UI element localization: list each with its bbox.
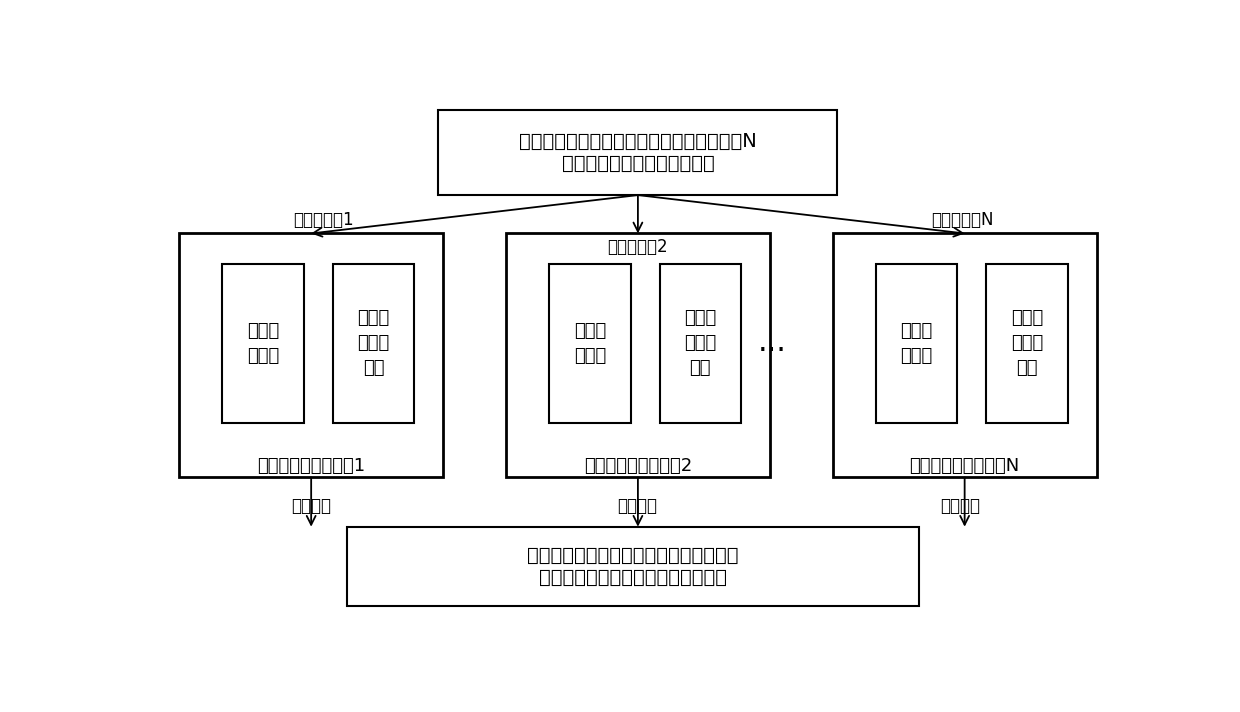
Bar <box>347 527 919 607</box>
Text: 运动控
制模块: 运动控 制模块 <box>574 322 606 365</box>
Bar <box>332 263 414 423</box>
Bar <box>660 263 742 423</box>
Text: ···: ··· <box>758 337 787 366</box>
Bar <box>875 263 957 423</box>
Text: 地面站中心控制节点：对各机器人的状态
（位置、电量、健康状况）进行监测: 地面站中心控制节点：对各机器人的状态 （位置、电量、健康状况）进行监测 <box>527 546 739 587</box>
Text: 地面站中心控制节点：将目标点集合划分为N
个子集，并发布给各个机器人: 地面站中心控制节点：将目标点集合划分为N 个子集，并发布给各个机器人 <box>520 132 756 173</box>
Text: 信道质量测量机器人1: 信道质量测量机器人1 <box>257 457 366 476</box>
Bar <box>832 234 1096 478</box>
Bar <box>506 234 770 478</box>
Text: 信道质量测量机器人2: 信道质量测量机器人2 <box>584 457 692 476</box>
Text: 目标点子集2: 目标点子集2 <box>608 239 667 256</box>
Text: 状态数据: 状态数据 <box>618 498 657 515</box>
Text: 状态数据: 状态数据 <box>290 498 331 515</box>
Text: 状态数据: 状态数据 <box>940 498 981 515</box>
Bar <box>549 263 631 423</box>
Text: 信道质
量测量
模块: 信道质 量测量 模块 <box>357 309 389 377</box>
Text: 目标点子集N: 目标点子集N <box>931 211 993 229</box>
Text: 运动控
制模块: 运动控 制模块 <box>247 322 279 365</box>
Text: 目标点子集1: 目标点子集1 <box>293 211 353 229</box>
Text: 运动控
制模块: 运动控 制模块 <box>900 322 932 365</box>
Bar <box>439 110 837 195</box>
Text: 信道质
量测量
模块: 信道质 量测量 模块 <box>1011 309 1043 377</box>
Text: 信道质
量测量
模块: 信道质 量测量 模块 <box>684 309 717 377</box>
Text: 信道质量测量机器人N: 信道质量测量机器人N <box>909 457 1019 476</box>
Bar <box>986 263 1068 423</box>
Bar <box>222 263 304 423</box>
Bar <box>179 234 444 478</box>
